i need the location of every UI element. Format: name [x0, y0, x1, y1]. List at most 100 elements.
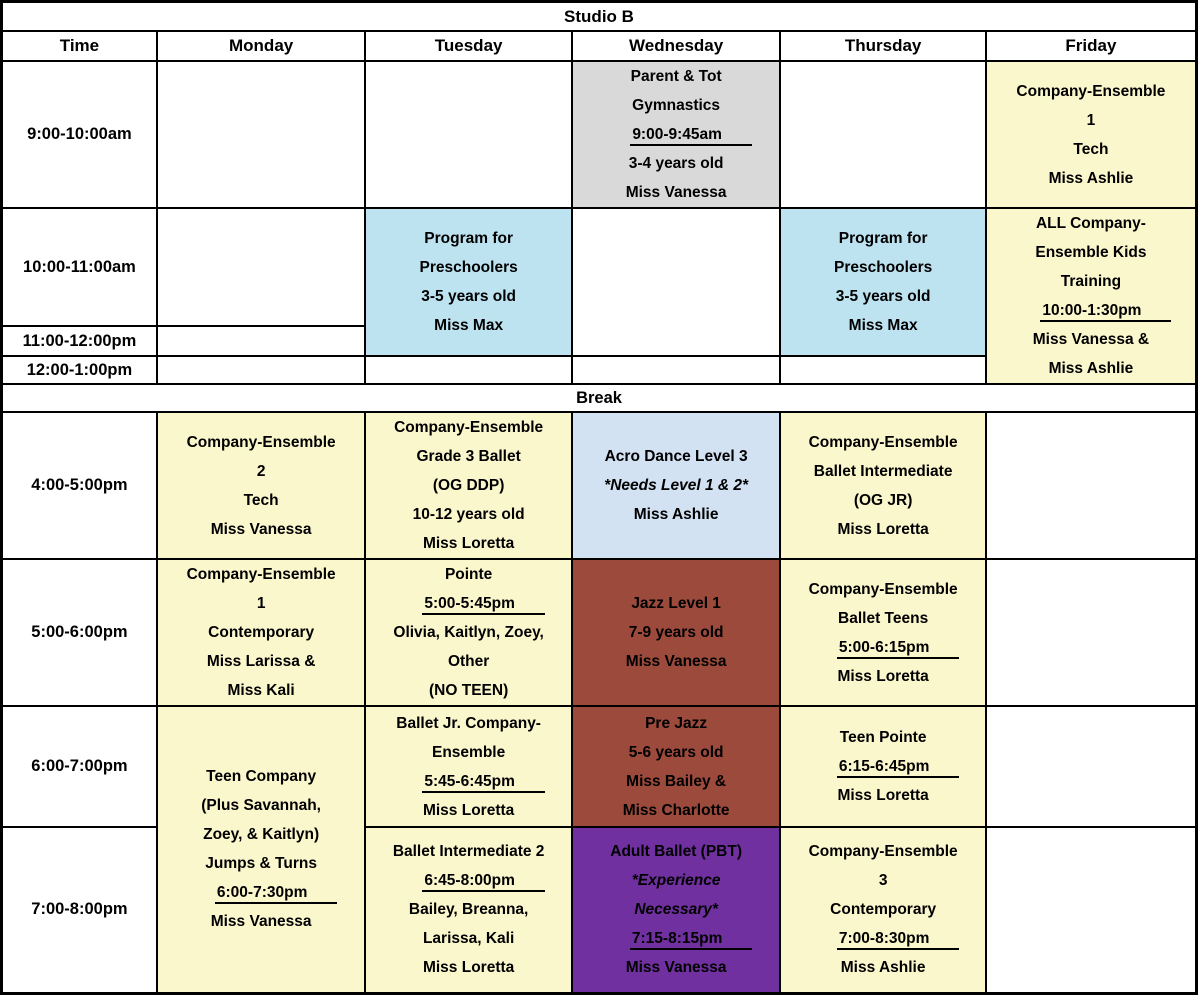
class-line: Company-Ensemble [394, 419, 544, 436]
mon-5pm-company-ensemble-1-contemporary-cell: Company-Ensemble 1 Contemporary Miss Lar… [155, 558, 367, 707]
time-slot-4pm: 4:00-5:00pm [0, 411, 158, 560]
class-line: Jazz Level 1 [631, 595, 721, 612]
tue-12pm-empty-cell [364, 355, 573, 385]
schedule-title: Studio B [0, 0, 1198, 32]
class-teacher-line: Miss Loretta [837, 667, 929, 685]
class-time-line: 5:00-6:15pm [784, 633, 982, 662]
thu-4pm-ballet-intermediate-cell: Company-Ensemble Ballet Intermediate (OG… [779, 411, 987, 560]
class-teacher-line: Miss Vanessa [210, 520, 312, 538]
wed-4pm-acro-dance-cell: Acro Dance Level 3 *Needs Level 1 & 2* M… [570, 411, 782, 560]
break-row: Break [0, 383, 1198, 413]
class-time-line: 7:00-8:30pm [784, 924, 982, 953]
class-time-line: 9:00-9:45am [576, 120, 777, 149]
time-slot-10am: 10:00-11:00am [0, 206, 158, 328]
class-line: Program for [838, 230, 928, 248]
class-line: Contemporary [208, 624, 315, 641]
class-note-line: *Experience [631, 872, 721, 890]
wed-6pm-pre-jazz-cell: Pre Jazz 5-6 years old Miss Bailey & Mis… [570, 705, 782, 828]
class-time-line: 7:15-8:15pm [576, 924, 777, 953]
class-line: (Plus Savannah, [201, 797, 321, 815]
class-line: Pointe [444, 566, 493, 583]
column-header-monday: Monday [155, 30, 367, 62]
class-time-line: 6:45-8:00pm [369, 866, 568, 895]
tue-6pm-ballet-jr-cell: Ballet Jr. Company- Ensemble 5:45-6:45pm… [364, 705, 573, 828]
class-line: Ballet Jr. Company- [396, 714, 541, 732]
mon-6pm-teen-company-cell: Teen Company (Plus Savannah, Zoey, & Kai… [155, 705, 367, 994]
class-line: Larissa, Kali [422, 930, 515, 948]
thu-7pm-company-ensemble-3-contemporary-cell: Company-Ensemble 3 Contemporary 7:00-8:3… [779, 826, 987, 994]
class-teacher-line: Miss Loretta [422, 535, 515, 552]
class-line: Olivia, Kaitlyn, Zoey, [393, 624, 544, 641]
fri-7pm-empty-cell [984, 826, 1198, 994]
class-line: ALL Company- [1035, 215, 1146, 232]
fri-9am-company-ensemble-1-tech-cell: Company-Ensemble 1 Tech Miss Ashlie [984, 60, 1198, 209]
class-line: Bailey, Breanna, [408, 901, 529, 919]
column-header-time: Time [0, 30, 158, 62]
class-line: Pre Jazz [645, 714, 708, 732]
class-line: (OG DDP) [432, 477, 505, 494]
class-line: Ballet Intermediate 2 [392, 843, 545, 861]
class-teacher-line: Miss Ashlie [633, 506, 719, 523]
class-time-line: 5:45-6:45pm [369, 767, 568, 796]
day-header-row: Time Monday Tuesday Wednesday Thursday F… [0, 30, 1198, 62]
thu-12pm-empty-cell [779, 355, 987, 385]
class-time-line: 6:15-6:45pm [784, 752, 982, 781]
class-teacher-line: Miss Max [848, 317, 918, 335]
class-teacher-line: Miss Larissa & [206, 653, 316, 670]
class-time-line: 10:00-1:30pm [990, 296, 1192, 325]
time-slot-7pm: 7:00-8:00pm [0, 826, 158, 994]
class-note-line: Necessary* [634, 901, 718, 919]
class-teacher-line: Miss Charlotte [622, 801, 730, 819]
tue-7pm-ballet-intermediate2-cell: Ballet Intermediate 2 6:45-8:00pm Bailey… [364, 826, 573, 994]
class-line: Preschoolers [419, 259, 518, 277]
mon-4pm-company-ensemble-2-tech-cell: Company-Ensemble 2 Tech Miss Vanessa [155, 411, 367, 560]
class-line: (OG JR) [853, 491, 913, 509]
time-slot-9am: 9:00-10:00am [0, 60, 158, 209]
class-teacher-line: Miss Ashlie [1048, 360, 1134, 377]
class-line: Contemporary [830, 901, 937, 919]
class-line: (NO TEEN) [429, 682, 509, 699]
class-line: Ballet Teens [838, 609, 929, 627]
class-line: 5-6 years old [628, 743, 724, 761]
class-line: 7-9 years old [628, 624, 724, 641]
class-teacher-line: Miss Loretta [837, 787, 929, 804]
class-line: Tech [243, 491, 279, 509]
column-header-friday: Friday [984, 30, 1198, 62]
class-line: Gymnastics [632, 97, 721, 114]
class-teacher-line: Miss Vanessa & [1032, 331, 1150, 348]
class-line: Grade 3 Ballet [416, 448, 521, 465]
column-header-thursday: Thursday [779, 30, 987, 62]
class-time-line: 5:00-5:45pm [369, 589, 568, 618]
time-slot-11am: 11:00-12:00pm [0, 325, 158, 358]
class-line: Company-Ensemble [808, 580, 958, 598]
class-line: Tech [1073, 140, 1109, 158]
wed-9am-parent-tot-gymnastics-cell: Parent & Tot Gymnastics 9:00-9:45am 3-4 … [570, 60, 782, 209]
fri-6pm-empty-cell [984, 705, 1198, 828]
class-teacher-line: Miss Loretta [837, 520, 929, 538]
tue-4pm-grade3-ballet-cell: Company-Ensemble Grade 3 Ballet (OG DDP)… [364, 411, 573, 560]
class-line: Teen Pointe [839, 729, 927, 746]
thu-9am-empty-cell [779, 60, 987, 209]
class-line: Company-Ensemble [1016, 82, 1166, 100]
class-line: Other [447, 653, 490, 670]
class-line: Company-Ensemble [186, 433, 336, 451]
class-teacher-line: Miss Ashlie [1048, 169, 1134, 187]
class-teacher-line: Miss Vanessa [625, 653, 727, 670]
class-line: 3 [878, 872, 888, 890]
class-line: 3-5 years old [421, 288, 517, 306]
fri-10am-all-company-training-cell: ALL Company- Ensemble Kids Training 10:0… [984, 207, 1198, 385]
class-teacher-line: Miss Bailey & [626, 772, 727, 790]
class-line: Ensemble [432, 743, 506, 761]
class-line: Company-Ensemble [808, 843, 958, 861]
time-slot-12pm: 12:00-1:00pm [0, 355, 158, 385]
wed-5pm-jazz-level1-cell: Jazz Level 1 7-9 years old Miss Vanessa [570, 558, 782, 707]
wed-10am-empty-cell [570, 206, 782, 358]
tue-5pm-pointe-cell: Pointe 5:00-5:45pm Olivia, Kaitlyn, Zoey… [364, 558, 573, 707]
column-header-wednesday: Wednesday [570, 30, 782, 62]
class-line: Zoey, & Kaitlyn) [203, 826, 320, 844]
tue-9am-empty-cell [364, 60, 573, 209]
thu-6pm-teen-pointe-cell: Teen Pointe 6:15-6:45pm Miss Loretta [779, 705, 987, 828]
fri-4pm-empty-cell [984, 411, 1198, 560]
class-note-line: *Needs Level 1 & 2* [604, 477, 749, 494]
class-line: Teen Company [206, 768, 317, 786]
